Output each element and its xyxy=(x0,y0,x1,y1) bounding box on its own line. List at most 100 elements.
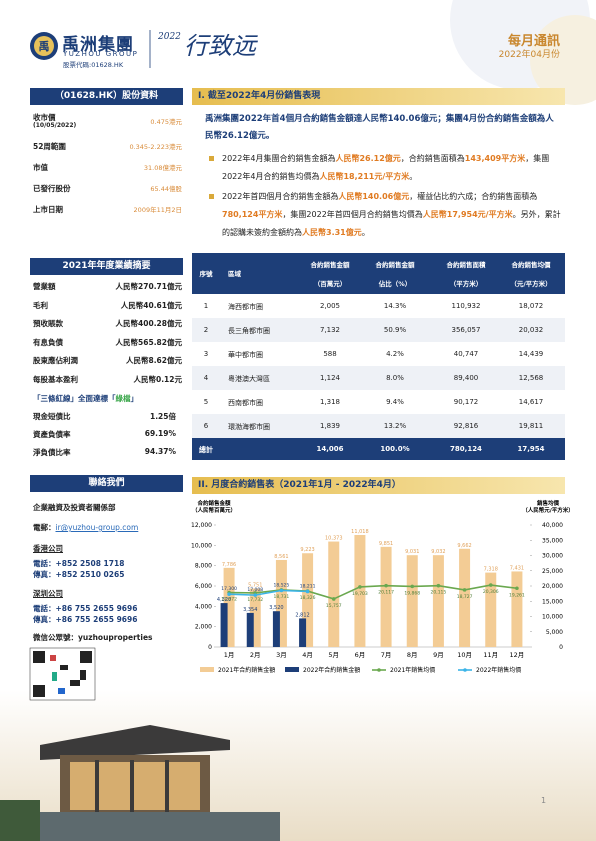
table-cell: 12,568 xyxy=(518,374,544,382)
table-cell: 19,811 xyxy=(518,422,544,430)
highlight: 143,409平方米 xyxy=(464,154,526,163)
table-header: 合約銷售金額 xyxy=(310,261,350,269)
table-total-bg xyxy=(192,438,565,460)
stock-code: 股票代碼:01628.HK xyxy=(63,61,124,69)
bar xyxy=(302,553,314,647)
email: ir@yuzhou-group.com xyxy=(55,523,139,532)
table-cell: 89,400 xyxy=(453,374,479,382)
info-value: 0.345-2.223港元 xyxy=(129,143,182,151)
table-row-bg xyxy=(192,342,565,367)
bar-label: 11,018 xyxy=(351,529,369,535)
bar-label: 7,318 xyxy=(484,567,498,573)
newsletter-title: 每月通訊 xyxy=(507,34,560,49)
bar xyxy=(432,555,444,647)
y2-axis-title: 銷售均價 xyxy=(537,499,560,507)
x-tick-label: 10月 xyxy=(457,651,472,659)
red-lines-part: 「三條紅線」全面達標「 xyxy=(33,394,116,403)
table-cell: 18,072 xyxy=(518,302,544,310)
line-point xyxy=(462,588,467,592)
x-tick-label: 3月 xyxy=(276,651,287,659)
table-header: 合約銷售金額 xyxy=(375,261,415,269)
x-tick-label: 12月 xyxy=(510,651,525,659)
y2-tick-label: 0 xyxy=(559,644,563,651)
section-header: I. 截至2022年4月份銷售表現 xyxy=(192,88,565,105)
table-total: 14,006 xyxy=(316,445,344,453)
table-cell: 20,032 xyxy=(518,326,544,334)
y2-tick-label: 20,000 xyxy=(542,583,563,590)
bar-label: 3,354 xyxy=(243,607,257,613)
x-tick-label: 7月 xyxy=(381,651,392,659)
bar-label: 10,373 xyxy=(325,536,343,542)
section-header: 2021年年度業績摘要 xyxy=(30,258,183,275)
line-label: 17,300 xyxy=(221,586,237,592)
legend-dot xyxy=(463,668,467,672)
highlight: 人民幣26.12億元 xyxy=(335,154,401,163)
bar xyxy=(406,555,418,647)
line-label: 18,727 xyxy=(457,594,473,600)
company-en: YUZHOU GROUP xyxy=(63,50,139,58)
y-tick-label: 8,000 xyxy=(195,563,212,570)
bar xyxy=(380,546,392,647)
x-tick-label: 11月 xyxy=(483,651,498,659)
text: 2022年首四個月合約銷售金額為 xyxy=(222,192,339,201)
email-label: 電郵： xyxy=(33,523,56,532)
bar-label: 2,812 xyxy=(295,612,309,618)
legend-label: 2021年銷售均價 xyxy=(390,666,435,674)
legend-label: 2022年合約銷售金額 xyxy=(303,666,360,674)
legend-swatch xyxy=(285,667,299,672)
x-tick-label: 2月 xyxy=(250,651,261,659)
x-tick-label: 4月 xyxy=(302,651,313,659)
y-tick-label: 12,000 xyxy=(191,522,212,529)
line-point xyxy=(488,583,493,587)
table-cell: 50.9% xyxy=(383,326,407,334)
table-header-bg xyxy=(192,253,565,294)
info-value: 65.44億股 xyxy=(150,185,182,193)
line-label: 19,703 xyxy=(352,591,368,597)
ratio-label: 現金短債比 xyxy=(33,412,71,421)
table-row-bg xyxy=(192,414,565,439)
text: 。 xyxy=(361,228,370,237)
summary-value: 人民幣400.28億元 xyxy=(115,319,182,328)
table-header-unit: 佔比（%） xyxy=(378,280,412,288)
summary-value: 人民幣40.61億元 xyxy=(120,300,182,310)
summary-label: 股東應佔利潤 xyxy=(33,356,78,365)
legend-dot xyxy=(377,668,381,672)
summary-label: 營業額 xyxy=(33,282,56,291)
table-cell: 4.2% xyxy=(386,350,404,358)
info-label: 已發行股份 xyxy=(33,184,71,193)
bar xyxy=(485,572,497,647)
bar xyxy=(299,618,307,647)
table-cell: 3 xyxy=(203,350,209,358)
svg-text:禹: 禹 xyxy=(39,39,50,53)
line-point xyxy=(384,583,388,588)
y-tick-label: 4,000 xyxy=(195,603,212,610)
office-fax: 傳真：+86 755 2655 9696 xyxy=(33,615,138,624)
info-label: 52周範圍 xyxy=(33,142,66,151)
wechat: 微信公眾號：yuzhouproperties xyxy=(33,633,153,642)
table-cell: 華中都市圈 xyxy=(228,351,263,359)
table-cell: 1 xyxy=(203,302,209,310)
building xyxy=(0,725,280,841)
table-cell: 14.3% xyxy=(383,302,407,310)
line-point xyxy=(227,592,231,597)
table-cell: 90,172 xyxy=(453,398,479,406)
y2-tick-label: 40,000 xyxy=(542,522,563,529)
table-cell: 14,439 xyxy=(518,350,544,358)
bar xyxy=(246,612,254,647)
y-tick-label: 0 xyxy=(208,644,212,651)
text: ，權益佔比約六成；合約銷售面積為 xyxy=(409,192,538,201)
line-label: 19,868 xyxy=(404,590,420,596)
red-lines-part: 綠檔 xyxy=(115,394,131,403)
bar xyxy=(275,559,287,647)
line-label: 19,261 xyxy=(509,592,525,598)
office-phone: 電話：+86 755 2655 9696 xyxy=(33,604,138,613)
table-cell: 9.4% xyxy=(386,398,404,406)
summary-label: 有息負債 xyxy=(33,337,63,347)
office-name: 香港公司 xyxy=(33,544,63,553)
table-cell: 2 xyxy=(203,326,209,334)
summary-label: 預收賬款 xyxy=(33,319,63,328)
table-cell: 1,318 xyxy=(319,398,341,406)
ratio-value: 1.25倍 xyxy=(149,412,176,421)
